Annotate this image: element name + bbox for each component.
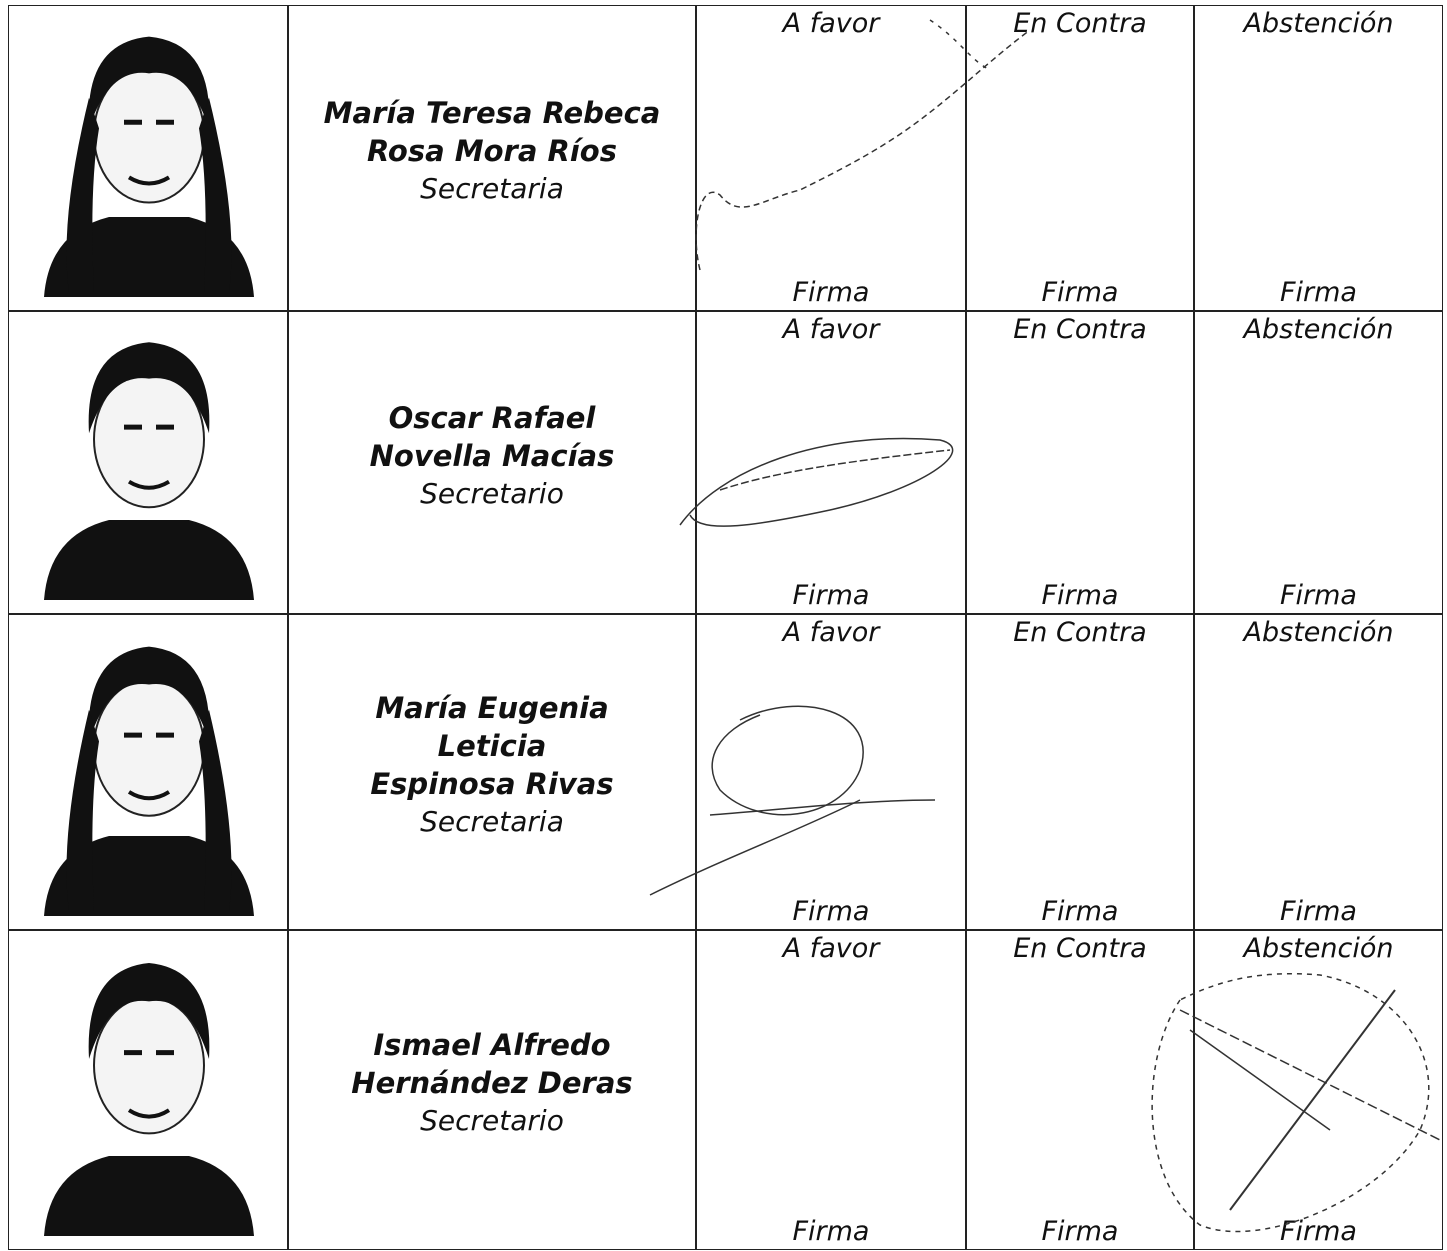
vote-cell: A favor Firma: [696, 5, 966, 311]
member-role: Secretario: [420, 476, 564, 510]
member-role: Secretaria: [420, 172, 564, 205]
photo: [44, 963, 254, 1236]
vote-cell: Abstención Firma: [1194, 614, 1443, 930]
photo-cell: [8, 5, 288, 311]
vote-label: A favor: [782, 314, 880, 345]
vote-cell: En Contra Firma: [966, 930, 1194, 1250]
member-role: Secretaria: [420, 805, 564, 838]
member-name: María Teresa Rebeca: [323, 96, 661, 130]
vote-label: A favor: [782, 933, 880, 964]
vote-cell: Abstención Firma: [1194, 311, 1443, 614]
vote-cell: A favor Firma: [696, 614, 966, 930]
photo-cell: [8, 614, 288, 930]
signature-label: Firma: [1041, 896, 1119, 927]
vote-label: En Contra: [1013, 933, 1147, 964]
signature-label: Firma: [1280, 1216, 1357, 1247]
member-name: Rosa Mora Ríos: [367, 134, 617, 168]
name-cell: Oscar Rafael Novella Macías Secretario: [288, 311, 696, 614]
vote-label: Abstención: [1243, 8, 1394, 39]
signature-label: Firma: [792, 580, 870, 611]
name-block: María Teresa Rebeca Rosa Mora Ríos Secreta…: [289, 94, 695, 208]
signature-label: Firma: [1041, 277, 1119, 308]
signature-label: Firma: [1041, 580, 1119, 611]
photo-cell: [8, 930, 288, 1250]
vote-label: En Contra: [1013, 314, 1147, 345]
vote-cell: Abstención Firma: [1194, 930, 1443, 1250]
vote-cell: A favor Firma: [696, 311, 966, 614]
signature-label: Firma: [792, 896, 870, 927]
vote-label: Abstención: [1243, 933, 1394, 964]
member-name: Espinosa Rivas: [370, 767, 614, 801]
vote-cell: En Contra Firma: [966, 5, 1194, 311]
photo: [44, 646, 254, 916]
vote-label: En Contra: [1013, 8, 1147, 39]
name-block: María Eugenia Leticia Espinosa Rivas Secret…: [289, 689, 695, 841]
photo-cell: [8, 311, 288, 614]
photo: [44, 36, 254, 297]
name-cell: Ismael Alfredo Hernández Deras Secretario: [288, 930, 696, 1250]
member-name: María Eugenia: [375, 691, 609, 725]
name-block: Ismael Alfredo Hernández Deras Secretario: [289, 1026, 695, 1140]
vote-cell: En Contra Firma: [966, 614, 1194, 930]
member-name: Hernández Deras: [351, 1066, 633, 1100]
photo: [44, 342, 254, 600]
member-name: Ismael Alfredo: [373, 1028, 611, 1062]
vote-cell: A favor Firma: [696, 930, 966, 1250]
signature-label: Firma: [1280, 277, 1357, 308]
member-role: Secretario: [420, 1104, 564, 1137]
signature-label: Firma: [1041, 1216, 1119, 1247]
name-cell: María Teresa Rebeca Rosa Mora Ríos Secreta…: [288, 5, 696, 311]
vote-label: A favor: [782, 8, 880, 39]
signature-label: Firma: [792, 277, 870, 308]
name-block: Oscar Rafael Novella Macías Secretario: [289, 399, 695, 513]
vote-label: A favor: [782, 617, 880, 648]
signature-label: Firma: [1280, 896, 1357, 927]
vote-label: Abstención: [1243, 617, 1394, 648]
name-cell: María Eugenia Leticia Espinosa Rivas Secret…: [288, 614, 696, 930]
vote-label: En Contra: [1013, 617, 1147, 648]
signature-label: Firma: [792, 1216, 870, 1247]
signature-label: Firma: [1280, 580, 1357, 611]
member-name: Novella Macías: [369, 438, 615, 473]
member-name: Oscar Rafael: [388, 400, 596, 435]
vote-cell: En Contra Firma: [966, 311, 1194, 614]
vote-label: Abstención: [1243, 314, 1394, 345]
member-name: Leticia: [437, 729, 547, 763]
vote-cell: Abstención Firma: [1194, 5, 1443, 311]
